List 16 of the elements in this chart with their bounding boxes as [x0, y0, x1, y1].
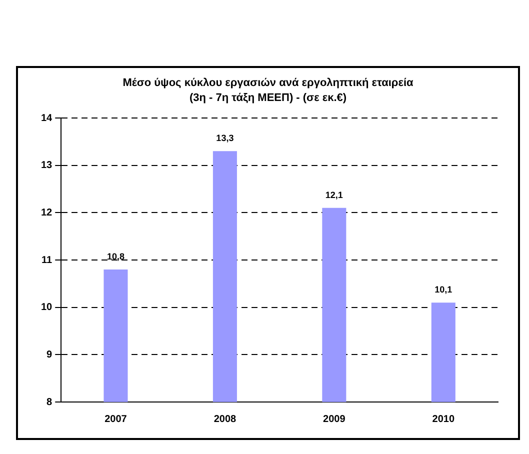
y-tick-label: 8: [46, 396, 53, 408]
chart-title: Μέσο ύψος κύκλου εργασιών ανά εργοληπτική εταιρεία (3η - 7η τάξη ΜΕΕΠ) - (σε εκ.€): [122, 76, 414, 106]
y-tick-label: 11: [42, 254, 53, 266]
x-tick-label: 2007: [104, 414, 128, 425]
y-tick-label: 13: [41, 160, 53, 172]
x-tick-label: 2010: [432, 414, 455, 425]
y-tick-label: 12: [41, 207, 53, 218]
y-tick-label: 10: [41, 302, 53, 314]
x-tick-label: 2009: [323, 414, 346, 425]
x-tick-label: 2008: [214, 414, 237, 425]
data-label: 10,1: [434, 284, 452, 295]
data-label: 13,3: [216, 133, 234, 144]
data-label: 10,8: [106, 251, 124, 262]
y-tick-label: 14: [41, 112, 53, 124]
data-label: 12,1: [325, 190, 343, 200]
y-tick-label: 9: [46, 349, 53, 360]
